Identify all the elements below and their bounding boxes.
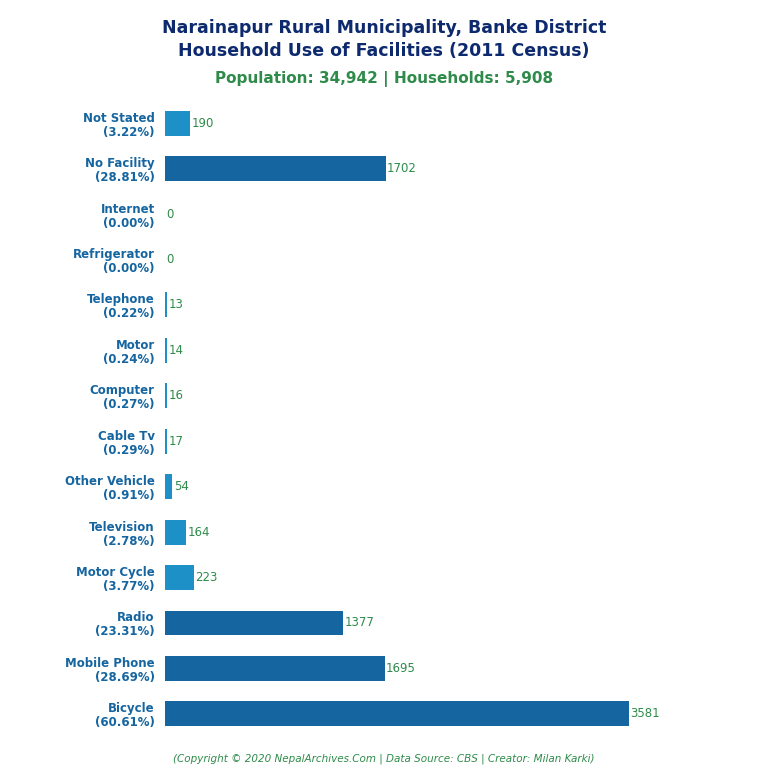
- Text: 1377: 1377: [345, 617, 375, 630]
- Bar: [165, 656, 385, 681]
- Text: 17: 17: [169, 435, 184, 448]
- Text: 14: 14: [168, 344, 184, 357]
- Text: 190: 190: [191, 117, 214, 130]
- Text: 16: 16: [169, 389, 184, 402]
- Text: Household Use of Facilities (2011 Census): Household Use of Facilities (2011 Census…: [178, 42, 590, 60]
- Bar: [165, 338, 167, 363]
- Text: 1702: 1702: [387, 162, 417, 175]
- Bar: [165, 701, 629, 727]
- Bar: [165, 474, 172, 499]
- Text: Population: 34,942 | Households: 5,908: Population: 34,942 | Households: 5,908: [215, 71, 553, 87]
- Text: 3581: 3581: [631, 707, 660, 720]
- Bar: [165, 383, 167, 409]
- Text: 164: 164: [188, 525, 210, 538]
- Text: 1695: 1695: [386, 662, 416, 675]
- Bar: [165, 611, 343, 635]
- Bar: [165, 156, 386, 181]
- Text: 223: 223: [196, 571, 218, 584]
- Text: 0: 0: [166, 253, 173, 266]
- Bar: [165, 520, 187, 545]
- Bar: [165, 429, 167, 454]
- Bar: [165, 293, 167, 317]
- Text: 54: 54: [174, 480, 188, 493]
- Text: 13: 13: [168, 299, 184, 312]
- Text: (Copyright © 2020 NepalArchives.Com | Data Source: CBS | Creator: Milan Karki): (Copyright © 2020 NepalArchives.Com | Da…: [174, 753, 594, 764]
- Text: Narainapur Rural Municipality, Banke District: Narainapur Rural Municipality, Banke Dis…: [162, 19, 606, 37]
- Bar: [165, 111, 190, 136]
- Text: 0: 0: [166, 207, 173, 220]
- Bar: [165, 565, 194, 590]
